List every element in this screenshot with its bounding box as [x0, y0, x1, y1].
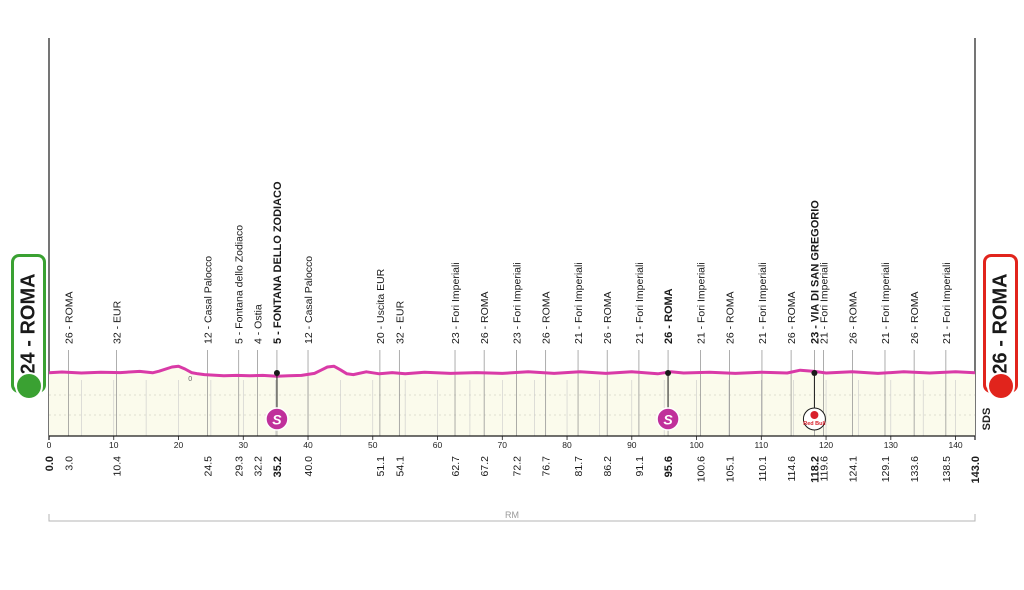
km-label: 81.7 — [573, 456, 585, 477]
place-label: 26 - ROMA — [786, 291, 798, 344]
km-label: 51.1 — [375, 456, 387, 477]
x-tick-label: 110 — [755, 440, 769, 450]
place-label: 32 - EUR — [394, 300, 406, 344]
km-label: 10.4 — [111, 456, 123, 477]
place-label: 21 - Fori Imperiali — [634, 262, 646, 344]
sprint-icon — [656, 407, 680, 431]
x-tick-label: 80 — [562, 440, 572, 450]
finish-badge: 26 - ROMA — [983, 254, 1018, 400]
place-label: 32 - EUR — [111, 300, 123, 344]
km-label: 119.6 — [819, 456, 831, 482]
km-label: 24.5 — [203, 456, 215, 477]
km-label: 114.6 — [786, 456, 798, 482]
km-label: 129.1 — [880, 456, 892, 482]
place-label: 21 - Fori Imperiali — [880, 262, 892, 344]
km-label: 72.2 — [512, 456, 524, 477]
place-label: 12 - Casal Palocco — [303, 256, 315, 344]
place-label: 5 - Fontana dello Zodiaco — [234, 225, 246, 344]
x-tick-label: 30 — [239, 440, 249, 450]
x-tick-label: 20 — [174, 440, 184, 450]
sprint-symbol: S — [663, 412, 673, 428]
x-tick-label: 130 — [884, 440, 898, 450]
km-label: 0.0 — [44, 456, 56, 471]
rm-bracket — [48, 514, 976, 522]
km-label: 91.1 — [634, 456, 646, 477]
km-label: 110.1 — [757, 456, 769, 482]
redbull-sun-icon — [810, 411, 819, 419]
place-label: 23 - Fori Imperiali — [450, 262, 462, 344]
cyclist-icon — [14, 372, 43, 400]
marker-dot — [273, 370, 280, 376]
place-label: 12 - Casal Palocco — [203, 256, 215, 344]
finish-label: 26 - ROMA — [989, 272, 1011, 375]
x-tick-label: 50 — [368, 440, 378, 450]
x-tick-label: 10 — [109, 440, 119, 450]
x-tick-label: 90 — [627, 440, 637, 450]
start-label: 24 - ROMA — [17, 272, 39, 375]
km-label: 124.1 — [848, 456, 860, 482]
km-label: 54.1 — [394, 456, 406, 477]
redbull-logo-text: Red Bull — [803, 421, 826, 427]
km-label: 95.6 — [663, 456, 675, 477]
marker-dot — [811, 370, 818, 376]
place-label: 5 - FONTANA DELLO ZODIACO — [272, 181, 284, 344]
km-label: 86.2 — [602, 456, 614, 477]
x-tick-label: 140 — [948, 440, 962, 450]
km-label: 138.5 — [941, 456, 953, 482]
km-label: 67.2 — [479, 456, 491, 477]
km-label: 3.0 — [63, 456, 75, 471]
km-label: 100.6 — [695, 456, 707, 482]
rm-label: RM — [505, 510, 519, 520]
km-label: 29.3 — [234, 456, 246, 477]
place-label: 26 - ROMA — [479, 291, 491, 344]
place-label: 21 - Fori Imperiali — [757, 262, 769, 344]
sprint-symbol: S — [272, 412, 282, 428]
profile-line — [48, 364, 976, 378]
place-label: 26 - ROMA — [541, 291, 553, 344]
x-tick-label: 120 — [819, 440, 833, 450]
place-label: 4 - Ostia — [253, 304, 265, 344]
km-label: 62.7 — [450, 456, 462, 477]
sprint-icon — [265, 407, 289, 431]
x-tick-label: 60 — [433, 440, 443, 450]
start-badge: 24 - ROMA — [11, 254, 46, 400]
place-label: 26 - ROMA — [848, 291, 860, 344]
place-label: 23 - Fori Imperiali — [512, 262, 524, 344]
place-label: 21 - Fori Imperiali — [695, 262, 707, 344]
sds-logo: SDS — [981, 408, 993, 431]
km-label: 35.2 — [272, 456, 284, 477]
place-label: 26 - ROMA — [602, 291, 614, 344]
x-tick-label: 100 — [689, 440, 703, 450]
x-tick-label: 0 — [47, 440, 52, 450]
x-tick-label: 40 — [303, 440, 313, 450]
place-label: 21 - Fori Imperiali — [941, 262, 953, 344]
marker-dot — [665, 370, 672, 376]
place-label: 26 - ROMA — [725, 291, 737, 344]
km-label: 76.7 — [541, 456, 553, 477]
place-label: 26 - ROMA — [663, 288, 675, 344]
km-label: 32.2 — [253, 456, 265, 477]
x-tick-label: 70 — [498, 440, 508, 450]
km-label: 40.0 — [303, 456, 315, 477]
km-label: 105.1 — [725, 456, 737, 482]
km-label: 133.6 — [909, 456, 921, 482]
place-label: 26 - ROMA — [63, 291, 75, 344]
place-label: 23 - VIA DI SAN GREGORIO — [809, 200, 821, 344]
place-label: 21 - Fori Imperiali — [573, 262, 585, 344]
place-label: 26 - ROMA — [909, 291, 921, 344]
km-label: 118.2 — [809, 456, 821, 483]
place-label: 21 - Fori Imperiali — [819, 262, 831, 344]
place-label: 20 - Uscita EUR — [375, 268, 387, 344]
finish-cyclist-icon — [986, 372, 1015, 400]
altitude-label: 0 — [188, 376, 192, 383]
km-label: 143.0 — [970, 456, 982, 484]
